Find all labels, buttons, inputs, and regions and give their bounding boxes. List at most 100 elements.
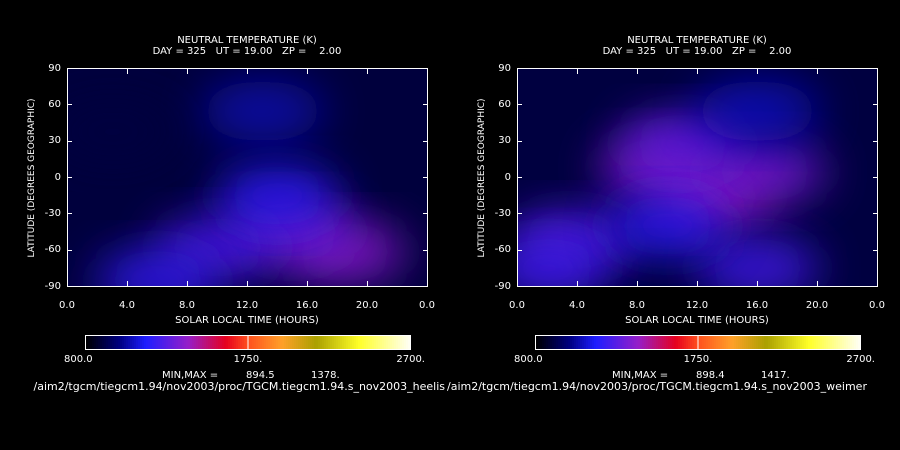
colorbar-swatch (126, 336, 129, 349)
colorbar-swatch (636, 336, 639, 349)
colorbar-swatch (300, 336, 303, 349)
colorbar-swatch (818, 336, 821, 349)
colorbar-swatch (550, 336, 553, 349)
colorbar-swatch (772, 336, 775, 349)
colorbar-swatch (206, 336, 209, 349)
x-tick-label: 8.0 (179, 300, 195, 311)
colorbar-swatch (238, 336, 241, 349)
colorbar-swatch (362, 336, 365, 349)
y-tick (67, 140, 72, 142)
colorbar-swatch (114, 336, 117, 349)
panel-left: NEUTRAL TEMPERATURE (K) DAY = 325 UT = 1… (27, 35, 435, 381)
x-tick-label: 0.0 (869, 300, 885, 311)
colorbar-swatch (734, 336, 737, 349)
colorbar-swatch (660, 336, 663, 349)
colorbar-swatch (608, 336, 611, 349)
heatmap-plot (67, 68, 428, 287)
colorbar-swatch (388, 336, 391, 349)
colorbar-swatch (268, 336, 271, 349)
colorbar-swatch (366, 336, 369, 349)
x-tick (877, 281, 878, 287)
colorbar-swatch (270, 336, 273, 349)
y-tick-label: -90 (44, 280, 61, 292)
temperature-region (95, 250, 220, 286)
colorbar-swatch (698, 336, 701, 349)
colorbar-swatch (684, 336, 687, 349)
y-tick-label: -60 (494, 244, 511, 256)
x-tick (247, 281, 248, 287)
colorbar-swatch (782, 336, 785, 349)
colorbar-swatch (648, 336, 651, 349)
colorbar-swatch (650, 336, 653, 349)
x-tick-label: 4.0 (569, 300, 585, 311)
x-tick (367, 281, 368, 287)
colorbar-swatch (306, 336, 309, 349)
y-tick (517, 213, 522, 215)
colorbar-swatch (766, 336, 769, 349)
x-tick (127, 68, 128, 74)
x-tick (307, 68, 308, 74)
colorbar-swatch (214, 336, 217, 349)
colorbar-swatch (220, 336, 223, 349)
x-tick (877, 68, 878, 74)
x-tick-label: 20.0 (355, 300, 379, 311)
colorbar-swatch (712, 336, 715, 349)
colorbar-swatch (158, 336, 161, 349)
colorbar-swatch (240, 336, 243, 349)
colorbar-mid-label: 1750. (683, 354, 713, 365)
colorbar-swatch (758, 336, 761, 349)
colorbar-swatch (144, 336, 147, 349)
colorbar-swatch (276, 336, 279, 349)
colorbar-swatch (666, 336, 669, 349)
chart-subtitle: DAY = 325 UT = 19.00 ZP = 2.00 (152, 46, 342, 57)
x-tick (697, 68, 698, 74)
colorbar-mid-label: 1750. (233, 354, 263, 365)
y-tick (517, 68, 522, 69)
colorbar-swatch (290, 336, 293, 349)
colorbar (85, 335, 411, 350)
colorbar-swatch (616, 336, 619, 349)
x-tick (367, 68, 368, 74)
colorbar-swatch (262, 336, 265, 349)
colorbar-swatch (90, 336, 93, 349)
colorbar-swatch (722, 336, 725, 349)
colorbar-swatch (264, 336, 267, 349)
colorbar-swatch (620, 336, 623, 349)
colorbar-swatch (720, 336, 723, 349)
y-tick-label: 60 (498, 98, 511, 110)
colorbar-swatch (390, 336, 393, 349)
colorbar-swatch (710, 336, 713, 349)
colorbar-swatch (198, 336, 201, 349)
colorbar-swatch (572, 336, 575, 349)
colorbar-swatch (92, 336, 95, 349)
x-tick-label: 12.0 (235, 300, 259, 311)
colorbar-swatch (820, 336, 823, 349)
colorbar-swatch (790, 336, 793, 349)
max-value: 1378. (311, 370, 340, 381)
colorbar-swatch (360, 336, 363, 349)
y-tick-label: -30 (44, 207, 61, 219)
colorbar-swatch (584, 336, 587, 349)
colorbar-swatch (382, 336, 385, 349)
colorbar-swatch (738, 336, 741, 349)
colorbar-swatch (708, 336, 711, 349)
colorbar-swatch (548, 336, 551, 349)
colorbar-swatch (822, 336, 825, 349)
colorbar-swatch (164, 336, 167, 349)
colorbar-swatch (776, 336, 779, 349)
colorbar-swatch (110, 336, 113, 349)
colorbar-swatch (308, 336, 311, 349)
colorbar-swatch (638, 336, 641, 349)
colorbar-swatch (310, 336, 313, 349)
colorbar-swatch (812, 336, 815, 349)
y-tick-label: 30 (48, 135, 61, 147)
colorbar-swatch (248, 336, 251, 349)
colorbar-swatch (828, 336, 831, 349)
x-tick (757, 68, 758, 74)
colorbar-swatch (234, 336, 237, 349)
colorbar-swatch (752, 336, 755, 349)
colorbar-swatch (184, 336, 187, 349)
colorbar-swatch (122, 336, 125, 349)
colorbar-swatch (690, 336, 693, 349)
colorbar-swatch (146, 336, 149, 349)
